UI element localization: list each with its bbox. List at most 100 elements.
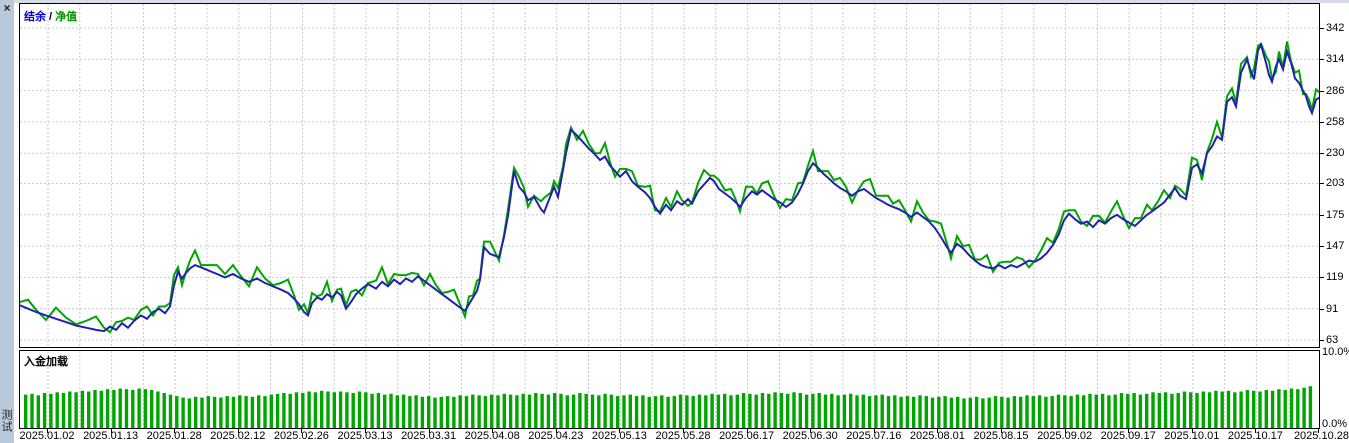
x-axis-date-label: 2025.05.13 bbox=[591, 430, 647, 442]
deposit-load-bar bbox=[666, 396, 670, 428]
deposit-load-bar bbox=[93, 390, 97, 428]
x-axis-tick bbox=[1318, 429, 1319, 433]
y-axis-tick-label: 230 bbox=[1326, 147, 1345, 160]
deposit-load-bar bbox=[987, 397, 991, 428]
deposit-load-bar bbox=[893, 395, 897, 428]
deposit-load-bar bbox=[578, 393, 582, 428]
deposit-load-bar bbox=[1107, 395, 1111, 428]
balance-equity-plot[interactable] bbox=[20, 4, 1319, 347]
deposit-load-bar bbox=[571, 394, 576, 428]
x-axis-date-label: 2025.06.17 bbox=[719, 430, 775, 442]
deposit-load-bar bbox=[584, 393, 588, 428]
deposit-load-bar bbox=[634, 396, 639, 428]
deposit-load-bar bbox=[225, 396, 229, 428]
deposit-load-bar bbox=[1000, 396, 1004, 428]
deposit-load-bar bbox=[729, 395, 733, 428]
y-axis-tick-label: 342 bbox=[1326, 22, 1345, 34]
x-axis-tick bbox=[619, 429, 621, 433]
deposit-load-bar bbox=[874, 395, 878, 428]
deposit-load-bar bbox=[590, 394, 595, 428]
deposit-load-bar bbox=[527, 394, 532, 428]
close-icon[interactable]: × bbox=[3, 1, 11, 15]
deposit-load-plot[interactable] bbox=[20, 351, 1319, 428]
deposit-load-bar bbox=[1019, 396, 1023, 428]
deposit-load-bar bbox=[1037, 395, 1042, 428]
deposit-load-panel[interactable]: 入金加载 bbox=[19, 350, 1320, 429]
deposit-load-bar bbox=[383, 394, 387, 428]
deposit-load-bar bbox=[55, 392, 59, 428]
x-axis-tick bbox=[873, 429, 875, 433]
deposit-load-bar bbox=[962, 398, 966, 428]
deposit-load-bar bbox=[1296, 389, 1300, 428]
deposit-load-bar bbox=[357, 391, 362, 428]
x-axis-tick bbox=[428, 429, 430, 433]
deposit-load-bar bbox=[1006, 397, 1010, 428]
y-axis-tick bbox=[1320, 277, 1324, 279]
x-axis-tick bbox=[47, 429, 48, 433]
deposit-load-bar bbox=[1119, 393, 1124, 428]
deposit-load-bar bbox=[918, 395, 922, 428]
x-axis-tick bbox=[1128, 429, 1130, 433]
y-axis-tick bbox=[1320, 308, 1324, 310]
deposit-load-bar bbox=[880, 394, 884, 428]
deposit-load-bar bbox=[628, 394, 632, 428]
deposit-load-bar bbox=[1012, 396, 1017, 428]
deposit-load-bar bbox=[1283, 390, 1287, 428]
deposit-load-bar bbox=[937, 396, 941, 428]
deposit-load-bar bbox=[622, 395, 626, 428]
deposit-load-bar bbox=[647, 396, 651, 428]
deposit-load-bar bbox=[1302, 387, 1306, 428]
x-axis-tick bbox=[810, 429, 812, 433]
x-axis-date-label: 2025.02.26 bbox=[273, 430, 329, 442]
deposit-load-bar bbox=[716, 394, 721, 428]
deposit-load-bar bbox=[546, 394, 551, 428]
deposit-load-bar bbox=[420, 396, 425, 428]
x-axis-tick bbox=[1064, 429, 1066, 433]
deposit-load-bar bbox=[1258, 391, 1262, 428]
deposit-load-bar bbox=[861, 394, 865, 428]
deposit-load-bar bbox=[1252, 390, 1256, 428]
deposit-load-bar bbox=[477, 395, 481, 428]
y-axis-tick-label: 119 bbox=[1326, 271, 1344, 284]
deposit-load-bar bbox=[710, 393, 714, 428]
deposit-load-bar bbox=[162, 393, 166, 428]
deposit-load-bar bbox=[779, 393, 784, 428]
deposit-load-bar bbox=[244, 396, 248, 428]
deposit-load-bar bbox=[968, 397, 972, 428]
deposit-load-bar bbox=[1100, 393, 1105, 428]
x-axis-tick bbox=[1001, 429, 1002, 433]
deposit-load-bar bbox=[685, 395, 689, 428]
deposit-load-bar bbox=[748, 393, 752, 428]
deposit-load-bar bbox=[175, 396, 179, 428]
deposit-load-bar bbox=[194, 396, 198, 428]
deposit-load-label: 入金加载 bbox=[24, 356, 68, 368]
deposit-load-bar bbox=[200, 397, 204, 428]
deposit-load-bar bbox=[823, 394, 828, 428]
deposit-load-bar bbox=[704, 395, 708, 428]
deposit-load-bar bbox=[508, 394, 513, 428]
x-axis-tick bbox=[746, 429, 748, 433]
deposit-load-bar bbox=[471, 394, 475, 428]
deposit-load-bar bbox=[294, 392, 299, 428]
y-axis-tick bbox=[1320, 214, 1324, 216]
deposit-load-bar bbox=[464, 396, 469, 428]
deposit-load-bar bbox=[949, 397, 954, 428]
deposit-load-bar bbox=[540, 393, 544, 428]
deposit-load-bar bbox=[1088, 393, 1092, 428]
deposit-load-bar bbox=[1069, 396, 1073, 428]
x-axis-tick bbox=[301, 429, 303, 433]
deposit-load-bar bbox=[1050, 396, 1054, 428]
deposit-load-bar bbox=[653, 396, 658, 428]
deposit-load-bar bbox=[754, 394, 758, 428]
deposit-load-bar bbox=[956, 396, 960, 428]
deposit-load-bar bbox=[24, 394, 28, 428]
deposit-load-bar bbox=[364, 392, 368, 428]
balance-equity-chart-panel[interactable]: 结余 / 净值 bbox=[19, 3, 1320, 348]
x-axis-date-label: 2025.04.08 bbox=[464, 430, 520, 442]
deposit-load-bar bbox=[1163, 392, 1168, 428]
chart-legend: 结余 / 净值 bbox=[24, 8, 77, 24]
deposit-load-bar bbox=[452, 396, 456, 428]
sidebar-tab-tester[interactable]: 测试 bbox=[0, 409, 12, 433]
x-axis-date-label: 2025.08.15 bbox=[973, 430, 1029, 442]
deposit-load-bar bbox=[131, 390, 135, 428]
